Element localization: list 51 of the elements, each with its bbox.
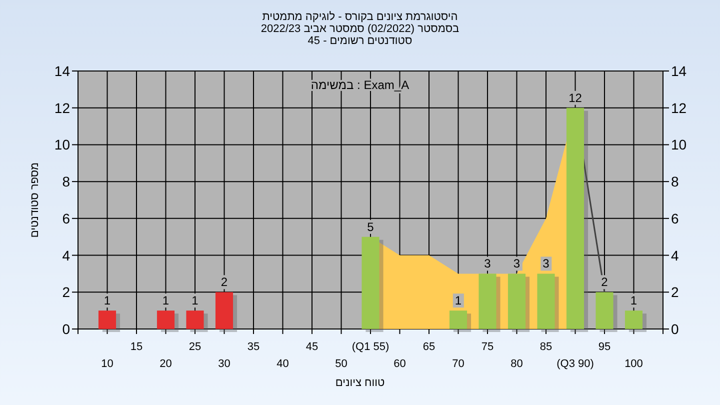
x-tick-label: (Q3 90) (556, 358, 594, 370)
x-tick-label: 95 (598, 341, 611, 353)
y-tick-label: 8 (62, 174, 70, 190)
y2-tick-label: 14 (671, 63, 687, 79)
y-tick-label: 6 (62, 210, 70, 226)
x-tick-label: 80 (510, 358, 523, 370)
y2-tick-label: 8 (671, 174, 679, 190)
data-label: 3 (484, 256, 492, 271)
y2-tick-label: 0 (671, 321, 679, 337)
x-tick-label: 85 (540, 341, 552, 353)
y-tick-label: 0 (62, 321, 70, 337)
x-axis-title: טווח ציונים (335, 377, 385, 389)
y2-tick-label: 4 (671, 247, 679, 264)
data-label: 1 (162, 294, 170, 308)
data-label: 5 (367, 220, 374, 234)
x-tick-label: 35 (247, 341, 260, 353)
x-tick-label: 15 (130, 341, 143, 353)
data-label: 2 (601, 275, 608, 290)
y2-tick-label: 6 (671, 210, 679, 226)
y2-tick-label: 10 (671, 136, 687, 153)
y-tick-label: 2 (62, 284, 70, 300)
data-label: 1 (104, 294, 111, 308)
data-label: 3 (513, 256, 520, 271)
x-tick-label: 20 (160, 358, 172, 370)
x-tick-label: (Q1 55) (352, 341, 390, 353)
x-tick-label: 45 (306, 341, 318, 353)
y-tick-label: 10 (54, 136, 70, 153)
x-tick-label: 100 (624, 358, 643, 370)
x-tick-label: 30 (218, 358, 230, 370)
y-tick-label: 14 (54, 63, 70, 79)
y-tick-label: 12 (54, 100, 70, 116)
data-label: 1 (454, 294, 462, 308)
x-tick-label: 50 (335, 358, 348, 370)
x-tick-label: 65 (422, 341, 436, 353)
y-tick-label: 4 (62, 247, 70, 264)
x-tick-label: 40 (276, 358, 289, 370)
data-label: 12 (568, 90, 582, 105)
x-tick-label: 75 (481, 341, 494, 353)
y2-tick-label: 2 (671, 284, 679, 300)
data-label: 3 (542, 256, 550, 271)
y-axis-title: מספר סטודנטים (29, 162, 41, 238)
y2-tick-label: 12 (671, 100, 687, 116)
x-tick-label: 25 (188, 341, 202, 353)
data-label: 2 (220, 275, 228, 290)
chart-subtitle: בסמסטר (02/2022) סמסטר אביב 2022/23 סטודנטים רשומים - 45 (260, 23, 460, 47)
x-tick-label: 70 (452, 358, 464, 370)
data-label: 1 (630, 294, 638, 308)
data-label: 1 (192, 294, 199, 308)
x-tick-label: 10 (101, 358, 114, 370)
x-tick-label: 60 (394, 358, 406, 370)
chart-title: היסטוגרמת ציונים בקורס - לוגיקה מתמטית (262, 11, 458, 23)
